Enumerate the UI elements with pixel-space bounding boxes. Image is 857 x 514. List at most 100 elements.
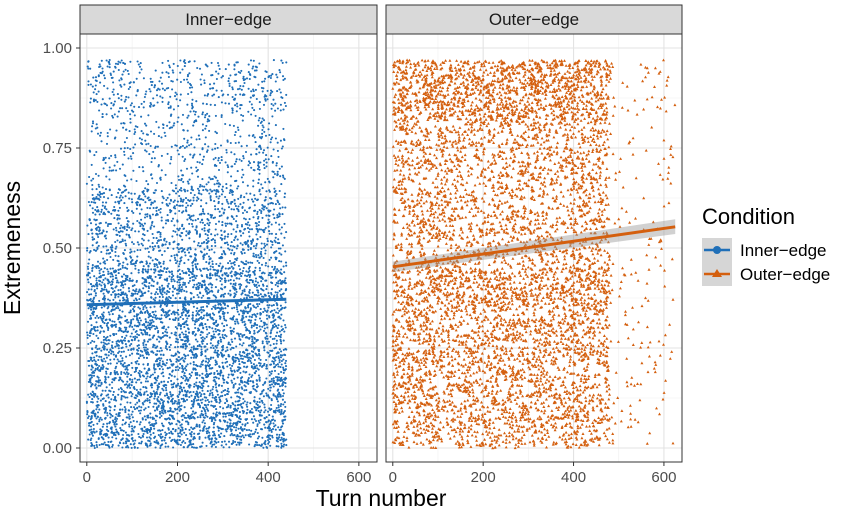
data-point xyxy=(149,306,152,309)
data-point xyxy=(117,412,120,415)
data-point xyxy=(235,306,238,309)
data-point xyxy=(142,346,146,349)
data-point xyxy=(270,138,273,141)
data-point xyxy=(211,394,214,397)
data-point xyxy=(206,218,209,221)
data-point xyxy=(282,419,285,422)
data-point xyxy=(109,362,112,365)
data-point xyxy=(229,422,232,425)
data-point xyxy=(110,325,114,328)
data-point xyxy=(144,213,147,216)
data-point xyxy=(117,272,120,275)
data-point xyxy=(217,220,221,223)
data-point xyxy=(234,404,237,407)
data-point xyxy=(170,383,173,386)
data-point xyxy=(263,167,266,170)
data-point xyxy=(226,424,229,427)
data-point xyxy=(165,240,168,243)
data-point xyxy=(98,299,101,302)
data-point xyxy=(170,432,173,435)
data-point xyxy=(279,338,282,341)
data-point xyxy=(163,250,166,253)
data-point xyxy=(213,200,216,203)
data-point xyxy=(108,405,111,408)
data-point xyxy=(227,387,230,390)
data-point xyxy=(89,101,92,104)
data-point xyxy=(235,61,238,64)
data-point xyxy=(182,210,185,213)
data-point xyxy=(121,419,125,422)
data-point xyxy=(147,290,150,293)
data-point xyxy=(190,371,194,374)
data-point xyxy=(211,94,214,97)
data-point xyxy=(102,443,105,446)
data-point xyxy=(167,427,170,430)
data-point xyxy=(174,91,177,94)
data-point xyxy=(148,430,152,433)
data-point xyxy=(200,193,203,196)
data-point xyxy=(194,338,198,341)
data-point xyxy=(247,261,250,264)
data-point xyxy=(227,376,230,379)
data-point xyxy=(155,439,158,442)
data-point xyxy=(89,250,92,253)
data-point xyxy=(139,62,142,65)
data-point xyxy=(224,161,227,164)
data-point xyxy=(207,237,210,240)
data-point xyxy=(123,62,127,65)
data-point xyxy=(90,130,93,133)
data-point xyxy=(133,105,136,108)
data-point xyxy=(125,334,128,337)
data-point xyxy=(186,116,189,119)
data-point xyxy=(216,179,219,182)
data-point xyxy=(175,192,178,195)
data-point xyxy=(283,101,286,104)
data-point xyxy=(230,332,233,335)
data-point xyxy=(94,84,97,87)
data-point xyxy=(99,428,102,431)
data-point xyxy=(121,310,124,313)
data-point xyxy=(207,427,210,430)
data-point xyxy=(276,307,279,310)
data-point xyxy=(232,279,235,282)
data-point xyxy=(219,405,222,408)
data-point xyxy=(117,360,120,363)
data-point xyxy=(188,274,191,277)
data-point xyxy=(208,359,211,363)
data-point xyxy=(258,379,261,382)
data-point xyxy=(247,377,250,380)
data-point xyxy=(275,396,278,399)
data-point xyxy=(164,434,167,437)
data-point xyxy=(259,312,262,315)
data-point xyxy=(235,220,238,223)
data-point xyxy=(160,136,163,139)
data-point xyxy=(277,311,280,315)
data-point xyxy=(128,325,131,328)
data-point xyxy=(107,298,110,301)
data-point xyxy=(164,411,167,414)
data-point xyxy=(245,403,248,406)
data-point xyxy=(202,382,205,385)
data-point xyxy=(257,119,260,122)
data-point xyxy=(254,65,257,68)
data-point xyxy=(119,339,122,342)
data-point xyxy=(267,218,270,221)
data-point xyxy=(250,411,253,414)
data-point xyxy=(198,425,201,428)
data-point xyxy=(173,199,176,202)
data-point xyxy=(241,321,244,324)
data-point xyxy=(88,424,91,427)
data-point xyxy=(227,202,230,205)
data-point xyxy=(182,386,185,389)
data-point xyxy=(271,360,274,363)
data-point xyxy=(274,137,277,140)
data-point xyxy=(282,348,285,351)
data-point xyxy=(186,363,189,366)
data-point xyxy=(113,320,116,323)
data-point xyxy=(225,357,228,360)
data-point xyxy=(225,148,228,152)
data-point xyxy=(153,363,156,366)
data-point xyxy=(227,414,231,417)
data-point xyxy=(213,164,216,167)
data-point xyxy=(222,293,225,296)
